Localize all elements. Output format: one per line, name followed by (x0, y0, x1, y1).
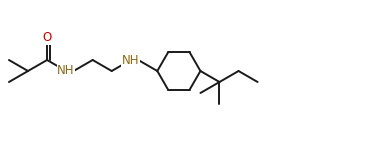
Text: NH: NH (57, 64, 75, 78)
Text: NH: NH (122, 54, 139, 66)
Text: O: O (42, 31, 52, 44)
